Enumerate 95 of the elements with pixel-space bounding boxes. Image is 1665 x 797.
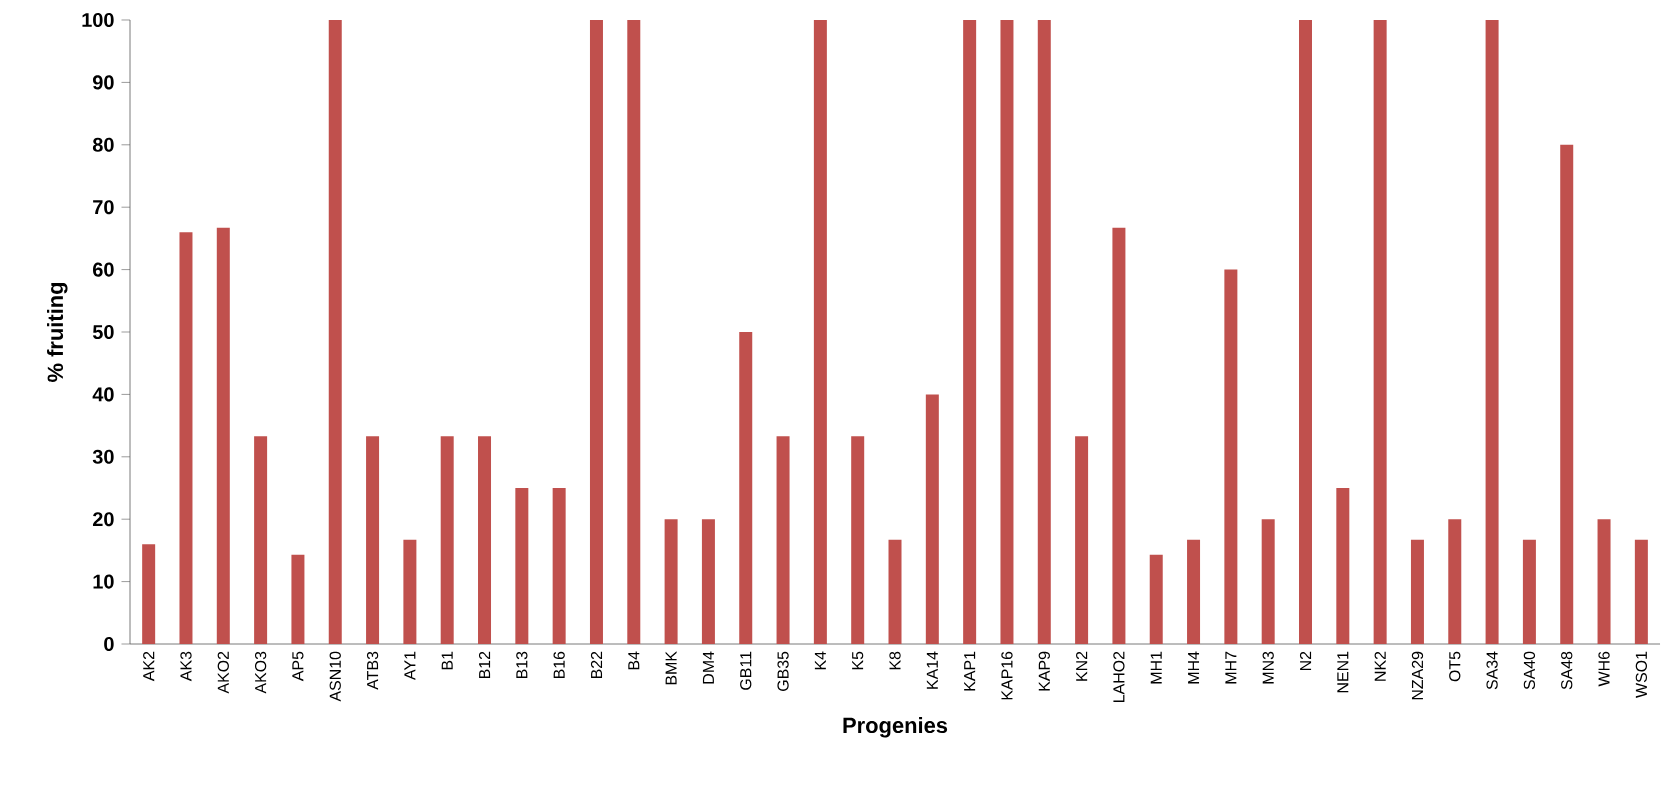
bar (1336, 488, 1350, 644)
y-tick-label: 90 (92, 75, 114, 90)
bar (1261, 519, 1275, 644)
y-tick-label: 60 (93, 262, 114, 277)
y-tick-label: 10 (93, 574, 114, 589)
bar (627, 19, 641, 644)
bar (1448, 519, 1462, 644)
bar (776, 436, 790, 644)
y-tick-label: 40 (92, 387, 114, 402)
x-tick-label: NEN1 (1337, 651, 1349, 693)
x-tick-label: ATB3 (366, 651, 379, 690)
x-tick-label: B13 (516, 651, 528, 679)
bar (291, 554, 305, 644)
x-axis-title: Progenies (843, 717, 948, 738)
bar (589, 19, 603, 644)
y-tick-label: 20 (92, 512, 114, 527)
x-tick-label: GB35 (777, 651, 789, 691)
x-tick-label: B22 (590, 651, 603, 679)
bar (739, 332, 753, 644)
bar (1299, 19, 1312, 644)
bar (179, 232, 193, 644)
x-tick-label: MH7 (1225, 651, 1237, 684)
bar (1224, 269, 1238, 644)
x-tick-label: MN3 (1262, 651, 1274, 684)
x-tick-label: NZA29 (1411, 651, 1424, 700)
x-tick-label: SA34 (1486, 651, 1498, 690)
bar (216, 227, 230, 644)
x-tick-label: SA48 (1561, 651, 1573, 690)
x-tick-label: B1 (441, 651, 453, 670)
bar (1149, 554, 1163, 644)
x-tick-label: OT5 (1449, 651, 1461, 682)
y-tick-label: 70 (93, 200, 114, 215)
x-tick-label: DM4 (702, 651, 714, 684)
bar (440, 436, 454, 644)
y-tick-label: 30 (92, 449, 114, 464)
y-tick-label: 50 (92, 324, 114, 340)
x-tick-label: B4 (628, 651, 640, 670)
x-tick-label: NK2 (1374, 651, 1386, 681)
bar (478, 436, 492, 644)
y-tick-label: 80 (92, 137, 114, 152)
bar (1485, 19, 1499, 644)
bar (888, 539, 902, 644)
x-tick-label: KA14 (926, 651, 938, 689)
x-tick-label: AY1 (404, 651, 416, 680)
bar (142, 544, 156, 644)
bar (403, 539, 417, 644)
x-tick-label: AK2 (143, 651, 155, 682)
bar (1000, 19, 1014, 644)
x-tick-label: AP5 (292, 651, 304, 682)
bar (925, 394, 939, 644)
x-tick-label: AKO3 (254, 651, 267, 694)
bar (515, 488, 529, 644)
x-tick-label: KAP1 (964, 651, 976, 691)
x-tick-label: BMK (665, 651, 677, 685)
bar (366, 436, 380, 644)
x-tick-label: AKO2 (217, 651, 229, 694)
bar (328, 19, 342, 644)
x-tick-label: K8 (889, 651, 901, 670)
bar (254, 436, 268, 644)
y-axis-title: % fruiting (47, 282, 68, 382)
x-tick-label: K5 (852, 651, 864, 670)
x-tick-label: B12 (478, 651, 491, 679)
x-tick-label: KN2 (1076, 651, 1088, 681)
bar (552, 488, 566, 644)
bar (1560, 144, 1574, 644)
x-tick-label: B16 (553, 651, 565, 679)
x-tick-label: KAP9 (1038, 651, 1050, 691)
y-tick-label: 100 (82, 12, 114, 28)
bar (813, 19, 827, 644)
bar (701, 519, 715, 644)
bar (963, 19, 977, 644)
x-tick-label: K4 (814, 651, 826, 670)
x-tick-label: WH6 (1598, 651, 1610, 687)
x-tick-label: AK3 (180, 651, 192, 682)
bar (1522, 539, 1536, 644)
x-tick-label: LAHO2 (1113, 651, 1125, 702)
bar (1187, 539, 1201, 644)
bar (1112, 227, 1126, 644)
bar (1373, 19, 1387, 644)
x-tick-label: N2 (1299, 651, 1312, 671)
x-tick-label: SA40 (1523, 651, 1536, 690)
bar (851, 436, 865, 644)
bar (1410, 539, 1424, 644)
x-tick-label: MH1 (1150, 651, 1162, 684)
bar (664, 519, 678, 644)
bar (1597, 519, 1611, 644)
x-tick-label: KAP16 (1001, 651, 1013, 700)
x-tick-label: ASN10 (329, 651, 341, 702)
bar (1075, 436, 1089, 644)
x-tick-label: MH4 (1188, 651, 1200, 684)
x-tick-label: GB11 (740, 651, 752, 690)
bar (1037, 19, 1051, 644)
y-tick-label: 0 (104, 636, 114, 652)
x-tick-label: WSO1 (1635, 651, 1647, 698)
bar (1634, 539, 1648, 644)
